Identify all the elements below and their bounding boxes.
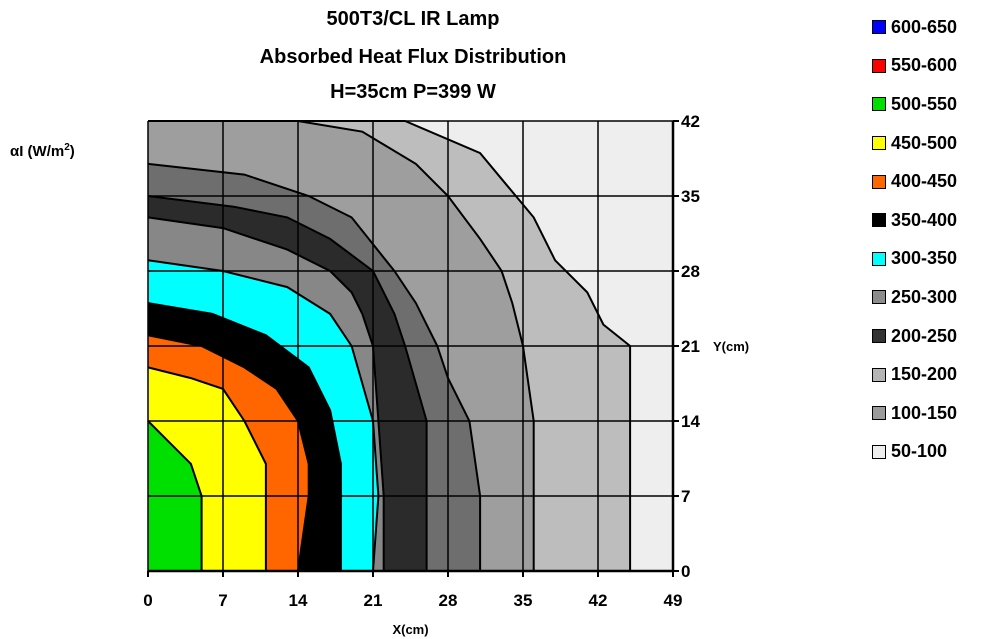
legend-item-500-550: 500-550 xyxy=(872,85,957,124)
legend-label: 200-250 xyxy=(891,325,958,346)
legend-item-50-100: 50-100 xyxy=(872,433,957,472)
legend-label: 450-500 xyxy=(891,132,958,153)
x-tick-label-14: 14 xyxy=(289,591,308,610)
legend-label: 400-450 xyxy=(891,171,958,192)
y-axis-label: αI (W/m2) xyxy=(10,142,75,160)
contour-line-450-500 xyxy=(147,334,310,572)
contour-line-250-300 xyxy=(147,195,428,571)
legend-item-200-250: 200-250 xyxy=(872,317,957,356)
legend-swatch xyxy=(872,136,886,151)
legend-item-100-150: 100-150 xyxy=(872,394,957,433)
legend-label: 150-200 xyxy=(891,364,958,385)
contour-line-400-450 xyxy=(147,302,342,571)
y-tick-label-0: 0 xyxy=(681,562,690,581)
legend-swatch xyxy=(872,444,886,459)
legend-label: 550-600 xyxy=(891,55,958,76)
legend-label: 250-300 xyxy=(891,286,958,307)
chart-title-line-3: H=35cm P=399 W xyxy=(330,81,496,103)
y-tick-label-42: 42 xyxy=(681,112,700,131)
x-tick-label-0: 0 xyxy=(143,591,152,610)
legend-swatch xyxy=(872,20,886,35)
legend-label: 500-550 xyxy=(891,93,958,114)
legend-swatch xyxy=(872,367,886,382)
contour-line-100-150 xyxy=(148,120,632,571)
legend-label: 300-350 xyxy=(891,248,958,269)
legend-swatch xyxy=(872,290,886,305)
y-tick-label-35: 35 xyxy=(681,187,700,206)
x-tick-label-35: 35 xyxy=(514,591,533,610)
x-tick-label-42: 42 xyxy=(589,591,608,610)
legend-item-400-450: 400-450 xyxy=(872,162,957,201)
legend-label: 350-400 xyxy=(891,209,958,230)
x-tick-label-28: 28 xyxy=(439,591,458,610)
chart-title-line-2: Absorbed Heat Flux Distribution xyxy=(259,46,567,68)
contour-line-150-200 xyxy=(148,120,535,571)
right-axis-label: Y(cm) xyxy=(713,339,749,354)
x-tick-label-21: 21 xyxy=(364,591,383,610)
legend: 600-650 550-600 500-550 450-500 400-450 350-4… xyxy=(872,8,957,471)
legend-swatch xyxy=(872,58,886,73)
x-axis-label: X(cm) xyxy=(392,622,428,637)
legend-item-250-300: 250-300 xyxy=(872,278,957,317)
y-tick-label-14: 14 xyxy=(681,412,700,431)
contour-line-200-250 xyxy=(147,162,482,571)
chart-title-line-1: 500T3/CL IR Lamp xyxy=(326,8,500,30)
legend-label: 600-650 xyxy=(891,16,958,37)
x-tick-label-49: 49 xyxy=(664,591,683,610)
y-tick-label-21: 21 xyxy=(681,337,700,356)
legend-swatch xyxy=(872,174,886,189)
legend-item-350-400: 350-400 xyxy=(872,201,957,240)
x-tick-label-7: 7 xyxy=(218,591,227,610)
legend-swatch xyxy=(872,213,886,228)
legend-swatch xyxy=(872,97,886,112)
legend-item-300-350: 300-350 xyxy=(872,240,957,279)
y-tick-label-28: 28 xyxy=(681,262,700,281)
legend-label: 50-100 xyxy=(891,441,948,462)
legend-label: 100-150 xyxy=(891,402,958,423)
legend-item-450-500: 450-500 xyxy=(872,124,957,163)
legend-item-150-200: 150-200 xyxy=(872,355,957,394)
legend-swatch xyxy=(872,251,886,266)
contour-line-350-400 xyxy=(147,259,380,572)
legend-swatch xyxy=(872,406,886,421)
legend-item-600-650: 600-650 xyxy=(872,8,957,47)
contour-line-300-350 xyxy=(147,216,385,571)
legend-swatch xyxy=(872,329,886,344)
y-tick-label-7: 7 xyxy=(681,487,690,506)
legend-item-550-600: 550-600 xyxy=(872,47,957,86)
contour-line-550-600 xyxy=(147,420,203,571)
